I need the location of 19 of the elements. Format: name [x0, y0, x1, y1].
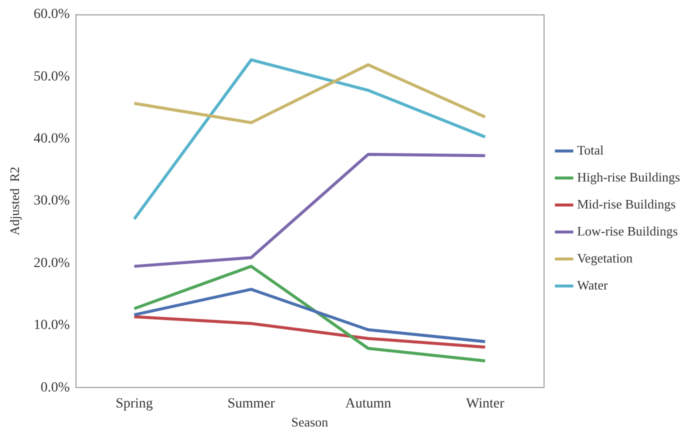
x-tick-label: Autumn [345, 396, 392, 412]
legend-label: Low-rise Buildings [577, 223, 678, 238]
x-tick-label: Summer [227, 396, 276, 412]
x-tick-label: Winter [466, 396, 505, 412]
y-tick-label: 30.0% [34, 194, 70, 209]
y-tick-label: 20.0% [34, 256, 70, 271]
x-axis-title: Season [291, 414, 329, 430]
y-tick-label: 0.0% [40, 380, 70, 396]
x-tick-label: Spring [116, 396, 153, 412]
legend-label: Vegetation [577, 250, 634, 266]
legend-label: Water [577, 277, 608, 292]
legend-label: Total [577, 142, 604, 158]
y-tick-label: 40.0% [34, 131, 70, 146]
y-tick-label: 60.0% [34, 7, 70, 22]
legend-label: High-rise Buildings [577, 169, 680, 184]
y-axis-title: Adjusted R2 [7, 166, 22, 236]
legend-label: Mid-rise Buildings [577, 196, 676, 212]
y-tick-label: 50.0% [34, 69, 70, 84]
y-tick-label: 10.0% [34, 318, 70, 334]
